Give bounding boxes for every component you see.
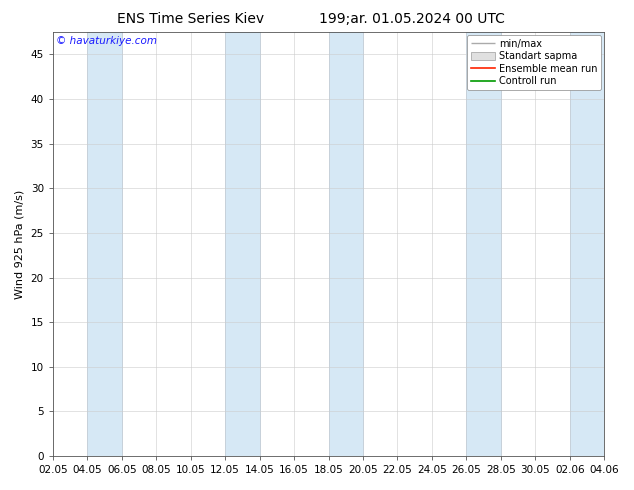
Y-axis label: Wind 925 hPa (m/s): Wind 925 hPa (m/s) [15, 190, 25, 299]
Bar [328, 32, 363, 456]
Bar [570, 32, 604, 456]
Text: © havaturkiye.com: © havaturkiye.com [56, 36, 157, 47]
Bar [467, 32, 501, 456]
Bar [87, 32, 122, 456]
Bar [225, 32, 259, 456]
Legend: min/max, Standart sapma, Ensemble mean run, Controll run: min/max, Standart sapma, Ensemble mean r… [467, 35, 601, 90]
Text: ENS Time Series Kiev: ENS Time Series Kiev [117, 12, 264, 26]
Text: 199;ar. 01.05.2024 00 UTC: 199;ar. 01.05.2024 00 UTC [319, 12, 505, 26]
